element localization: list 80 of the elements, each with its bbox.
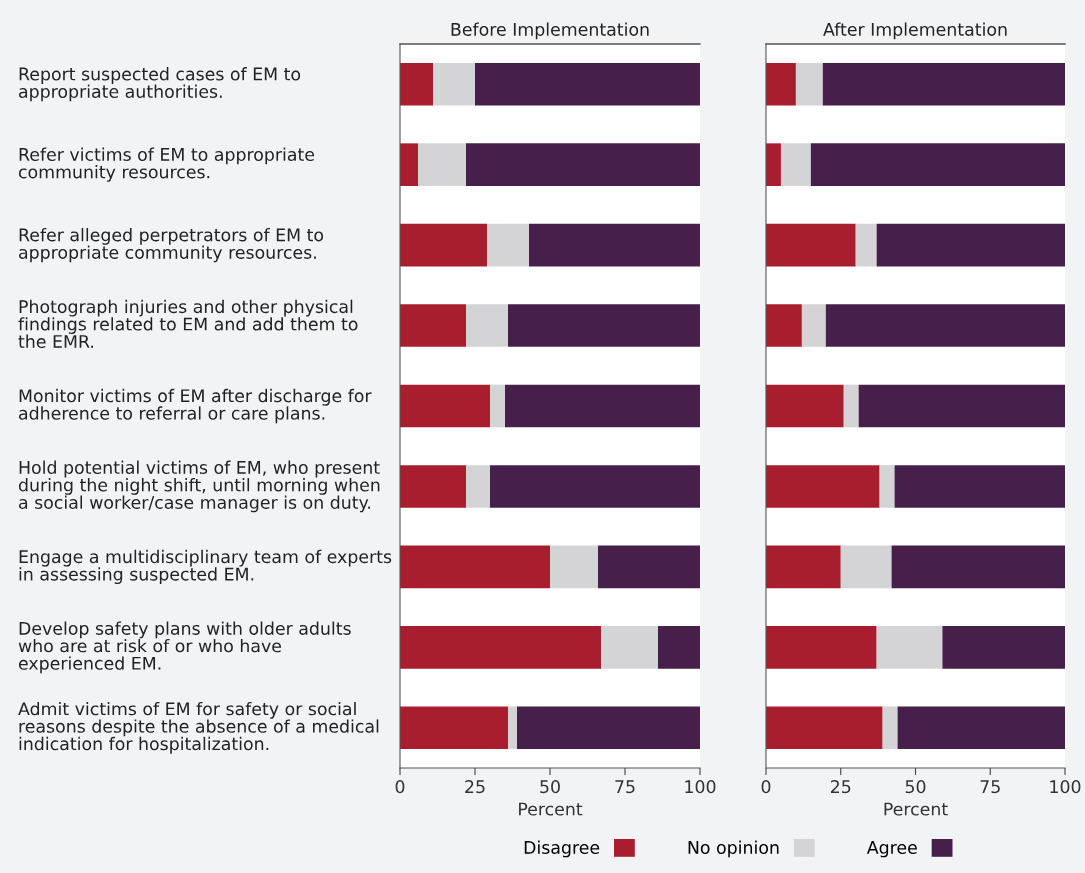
x-tick-label: 100 [1050,780,1081,794]
x-axis-title: Percent [519,802,583,816]
y-tick-label: Admit victims of EM for safety or social reasons despite the absence of a medical indication for hospitalization. [18,701,379,754]
bar [882,706,898,750]
y-tick-label: Refer alleged perpetrators of EM to appropriate community resources. [19,227,324,263]
bar [822,62,1065,106]
bar [487,223,529,267]
bar [766,143,781,186]
y-tick-label: Develop safety plans with older adults who are at risk of or who have experienced EM. [18,621,351,674]
x-tick-label: 50 [540,780,560,794]
bar [550,545,598,589]
x-tick-label: 0 [395,780,405,794]
bar [490,465,700,508]
bar [475,62,700,106]
bar [766,304,802,347]
bar [466,304,508,347]
bar [766,62,796,106]
bar [505,384,700,428]
bar [876,626,943,669]
bar [766,706,883,750]
y-tick-label: Photograph injuries and other physical findings related to EM and add them to the EMR. [18,299,358,349]
x-tick-label: 50 [905,780,926,794]
bar [891,545,1065,589]
bar [508,706,517,750]
bar [601,626,658,669]
x-axis-title: Percent [884,802,948,816]
chart-title: Before Implementation [451,22,649,40]
bar [400,143,418,186]
bar [766,384,844,428]
x-tick-label: 100 [685,780,716,794]
bar [400,465,466,508]
y-tick-label: Refer victims of EM to appropriate community resources. [18,147,315,182]
x-tick-label: 25 [830,780,851,794]
bar [658,626,700,669]
bar [466,465,490,508]
bar [400,706,508,750]
bar [780,143,811,186]
bar [598,545,700,589]
x-tick-label: 25 [465,780,485,794]
bar [855,223,877,267]
bar [840,545,892,589]
bar [490,384,505,428]
chart-title: After Implementation [823,22,1007,40]
bar [400,626,601,669]
bar [400,545,550,589]
legend-label: No opinion [688,840,779,858]
bar [894,465,1065,508]
legend-label: Disagree [524,840,600,858]
bar [810,143,1065,186]
bar [508,304,700,347]
bar [517,706,700,750]
bar [400,304,466,347]
bar [795,62,823,106]
bar [418,143,466,186]
bar [766,545,841,589]
y-tick-label: Monitor victims of EM after discharge for adherence to referral or care plans. [19,388,372,424]
bar [400,384,490,428]
x-tick-label: 75 [980,780,1000,794]
x-tick-label: 75 [615,780,635,794]
bar [858,384,1065,428]
bar [766,626,877,669]
bar [801,304,826,347]
bar [466,143,700,186]
bar [400,223,487,267]
bar [879,465,895,508]
bar [897,706,1065,750]
bar [825,304,1065,347]
y-tick-label: Hold potential victims of EM, who present during the night shift, until morning when a social worker/case manager is on duty. [18,460,380,513]
bar [766,223,856,267]
y-tick-label: Report suspected cases of EM to appropriate authorities. [19,67,301,102]
bar [843,384,859,428]
bar [766,465,880,508]
y-tick-label: Engage a multidisciplinary team of experts in assessing suspected EM. [19,549,392,585]
bar [942,626,1065,669]
x-tick-label: 0 [761,780,771,794]
bar [400,62,433,106]
bar [529,223,700,267]
bar [876,223,1065,267]
legend-label: Agree [866,841,917,858]
bar [433,62,475,106]
